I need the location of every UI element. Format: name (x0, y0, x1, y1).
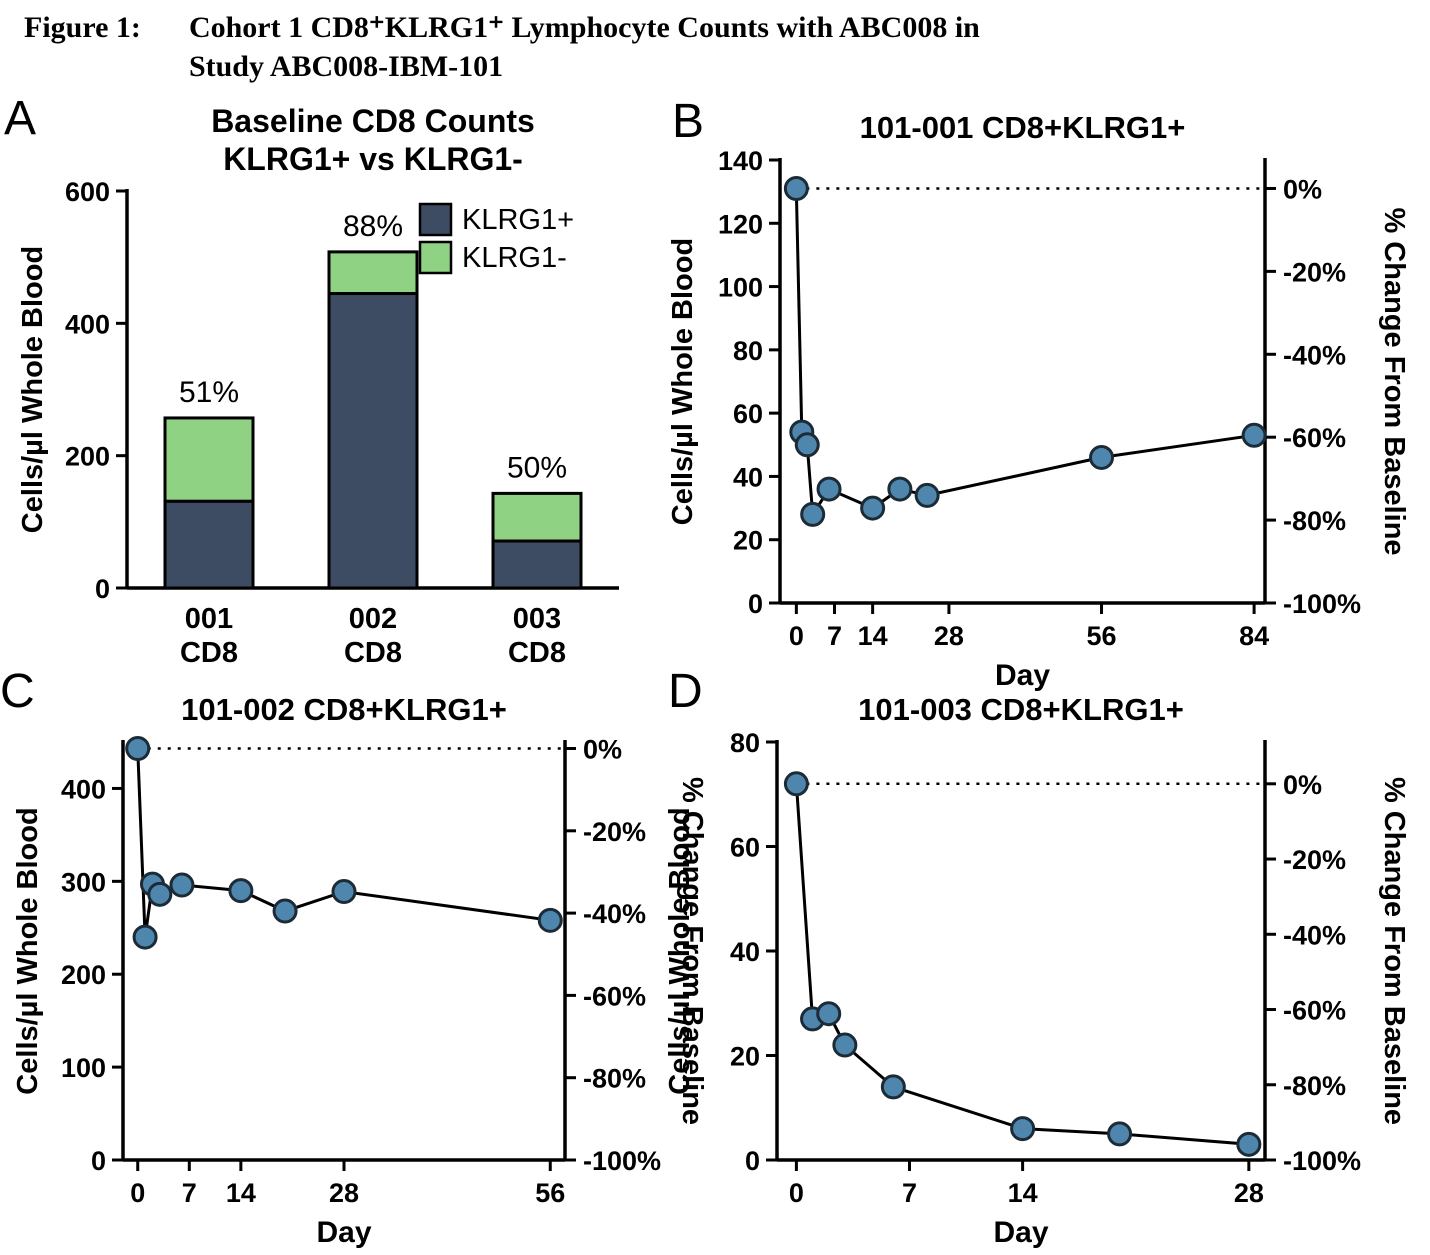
figure-heading: Figure 1: Cohort 1 CD8⁺KLRG1⁺ Lymphocyte… (24, 8, 980, 86)
svg-text:-60%: -60% (1283, 996, 1346, 1026)
svg-text:100: 100 (61, 1053, 106, 1083)
svg-text:7: 7 (902, 1178, 917, 1208)
svg-text:001: 001 (185, 603, 233, 635)
svg-text:28: 28 (934, 621, 964, 651)
svg-text:0%: 0% (1283, 770, 1322, 800)
svg-text:CD8: CD8 (344, 637, 402, 669)
figure-title-line2: Study ABC008-IBM-101 (188, 50, 504, 83)
panel-letter-b: B (672, 95, 705, 148)
svg-text:Cells/µl Whole Blood: Cells/µl Whole Blood (667, 238, 699, 525)
svg-text:-40%: -40% (583, 899, 646, 929)
svg-text:-20%: -20% (1283, 845, 1346, 875)
svg-text:14: 14 (858, 621, 888, 651)
panel-d-line-chart: 101-003 CD8+KLRG1+ 0 20 40 60 80 0 7 14 28 0% -20% -… (664, 692, 1410, 1249)
svg-text:-20%: -20% (583, 817, 646, 847)
svg-text:% Change From Baseline: % Change From Baseline (1378, 777, 1410, 1125)
svg-text:60: 60 (733, 399, 763, 429)
svg-text:-60%: -60% (583, 981, 646, 1011)
svg-text:101-002 CD8+KLRG1+: 101-002 CD8+KLRG1+ (181, 692, 507, 727)
svg-text:0: 0 (91, 1146, 106, 1176)
svg-text:-100%: -100% (1283, 1146, 1361, 1176)
svg-text:40: 40 (733, 462, 763, 492)
svg-text:0: 0 (130, 1178, 145, 1208)
svg-text:400: 400 (65, 309, 110, 339)
svg-text:-100%: -100% (583, 1146, 661, 1176)
figure-label: Figure 1: (24, 11, 141, 44)
svg-text:0: 0 (95, 574, 110, 604)
svg-text:CD8: CD8 (508, 637, 566, 669)
svg-text:200: 200 (61, 960, 106, 990)
svg-text:14: 14 (226, 1178, 256, 1208)
svg-text:88%: 88% (343, 210, 403, 243)
panel-c-line-chart: 101-002 CD8+KLRG1+ 0 100 200 300 400 0 7 14 28 56 0… (12, 692, 708, 1249)
svg-text:-100%: -100% (1283, 589, 1361, 619)
svg-text:100: 100 (718, 273, 763, 303)
svg-text:51%: 51% (179, 376, 239, 409)
svg-text:7: 7 (182, 1178, 197, 1208)
svg-text:KLRG1+ vs KLRG1-: KLRG1+ vs KLRG1- (223, 141, 523, 177)
figure-title: Cohort 1 CD8⁺KLRG1⁺ Lymphocyte Counts wi… (189, 8, 980, 86)
svg-text:Day: Day (316, 1216, 371, 1249)
svg-text:20: 20 (730, 1042, 760, 1072)
svg-text:28: 28 (1234, 1178, 1264, 1208)
svg-text:-80%: -80% (583, 1064, 646, 1094)
svg-text:Day: Day (993, 1216, 1048, 1249)
svg-text:14: 14 (1008, 1178, 1038, 1208)
svg-text:140: 140 (718, 146, 763, 176)
svg-text:7: 7 (827, 621, 842, 651)
svg-text:101-003 CD8+KLRG1+: 101-003 CD8+KLRG1+ (858, 692, 1184, 727)
svg-text:0: 0 (748, 589, 763, 619)
svg-text:KLRG1+: KLRG1+ (462, 204, 574, 236)
svg-text:KLRG1-: KLRG1- (462, 242, 567, 274)
svg-text:% Change From Baseline: % Change From Baseline (676, 777, 708, 1125)
svg-text:-60%: -60% (1283, 423, 1346, 453)
svg-text:60: 60 (730, 833, 760, 863)
svg-text:56: 56 (1086, 621, 1116, 651)
svg-text:20: 20 (733, 526, 763, 556)
svg-text:300: 300 (61, 867, 106, 897)
svg-text:80: 80 (733, 336, 763, 366)
svg-text:002: 002 (349, 603, 397, 635)
svg-text:-80%: -80% (1283, 1071, 1346, 1101)
svg-text:0: 0 (745, 1146, 760, 1176)
figure-title-line1: Cohort 1 CD8⁺KLRG1⁺ Lymphocyte Counts wi… (188, 11, 980, 44)
svg-text:-40%: -40% (1283, 340, 1346, 370)
svg-text:84: 84 (1239, 621, 1269, 651)
svg-text:Cells/µl Whole Blood: Cells/µl Whole Blood (664, 807, 696, 1094)
svg-text:Cells/µl Whole Blood: Cells/µl Whole Blood (12, 807, 44, 1094)
svg-text:-40%: -40% (1283, 920, 1346, 950)
svg-text:0: 0 (789, 621, 804, 651)
svg-text:-20%: -20% (1283, 257, 1346, 287)
svg-text:120: 120 (718, 209, 763, 239)
svg-text:Day: Day (995, 659, 1050, 692)
svg-text:200: 200 (65, 442, 110, 472)
panel-letter-c: C (0, 665, 35, 718)
svg-text:400: 400 (61, 774, 106, 804)
svg-text:Cells/µl Whole Blood: Cells/µl Whole Blood (17, 246, 49, 533)
panel-letter-d: D (668, 665, 703, 718)
panel-letter-a: A (4, 92, 37, 145)
svg-text:40: 40 (730, 937, 760, 967)
svg-text:600: 600 (65, 177, 110, 207)
svg-text:-80%: -80% (1283, 506, 1346, 536)
svg-text:101-001 CD8+KLRG1+: 101-001 CD8+KLRG1+ (860, 110, 1186, 145)
svg-text:CD8: CD8 (180, 637, 238, 669)
svg-text:28: 28 (329, 1178, 359, 1208)
svg-text:0%: 0% (583, 735, 622, 765)
svg-text:56: 56 (535, 1178, 565, 1208)
svg-text:% Change From Baseline: % Change From Baseline (1378, 207, 1410, 555)
svg-text:Baseline CD8 Counts: Baseline CD8 Counts (211, 103, 535, 139)
svg-text:50%: 50% (507, 451, 567, 484)
svg-text:003: 003 (513, 603, 561, 635)
svg-text:80: 80 (730, 728, 760, 758)
svg-text:0: 0 (789, 1178, 804, 1208)
svg-text:0%: 0% (1283, 174, 1322, 204)
